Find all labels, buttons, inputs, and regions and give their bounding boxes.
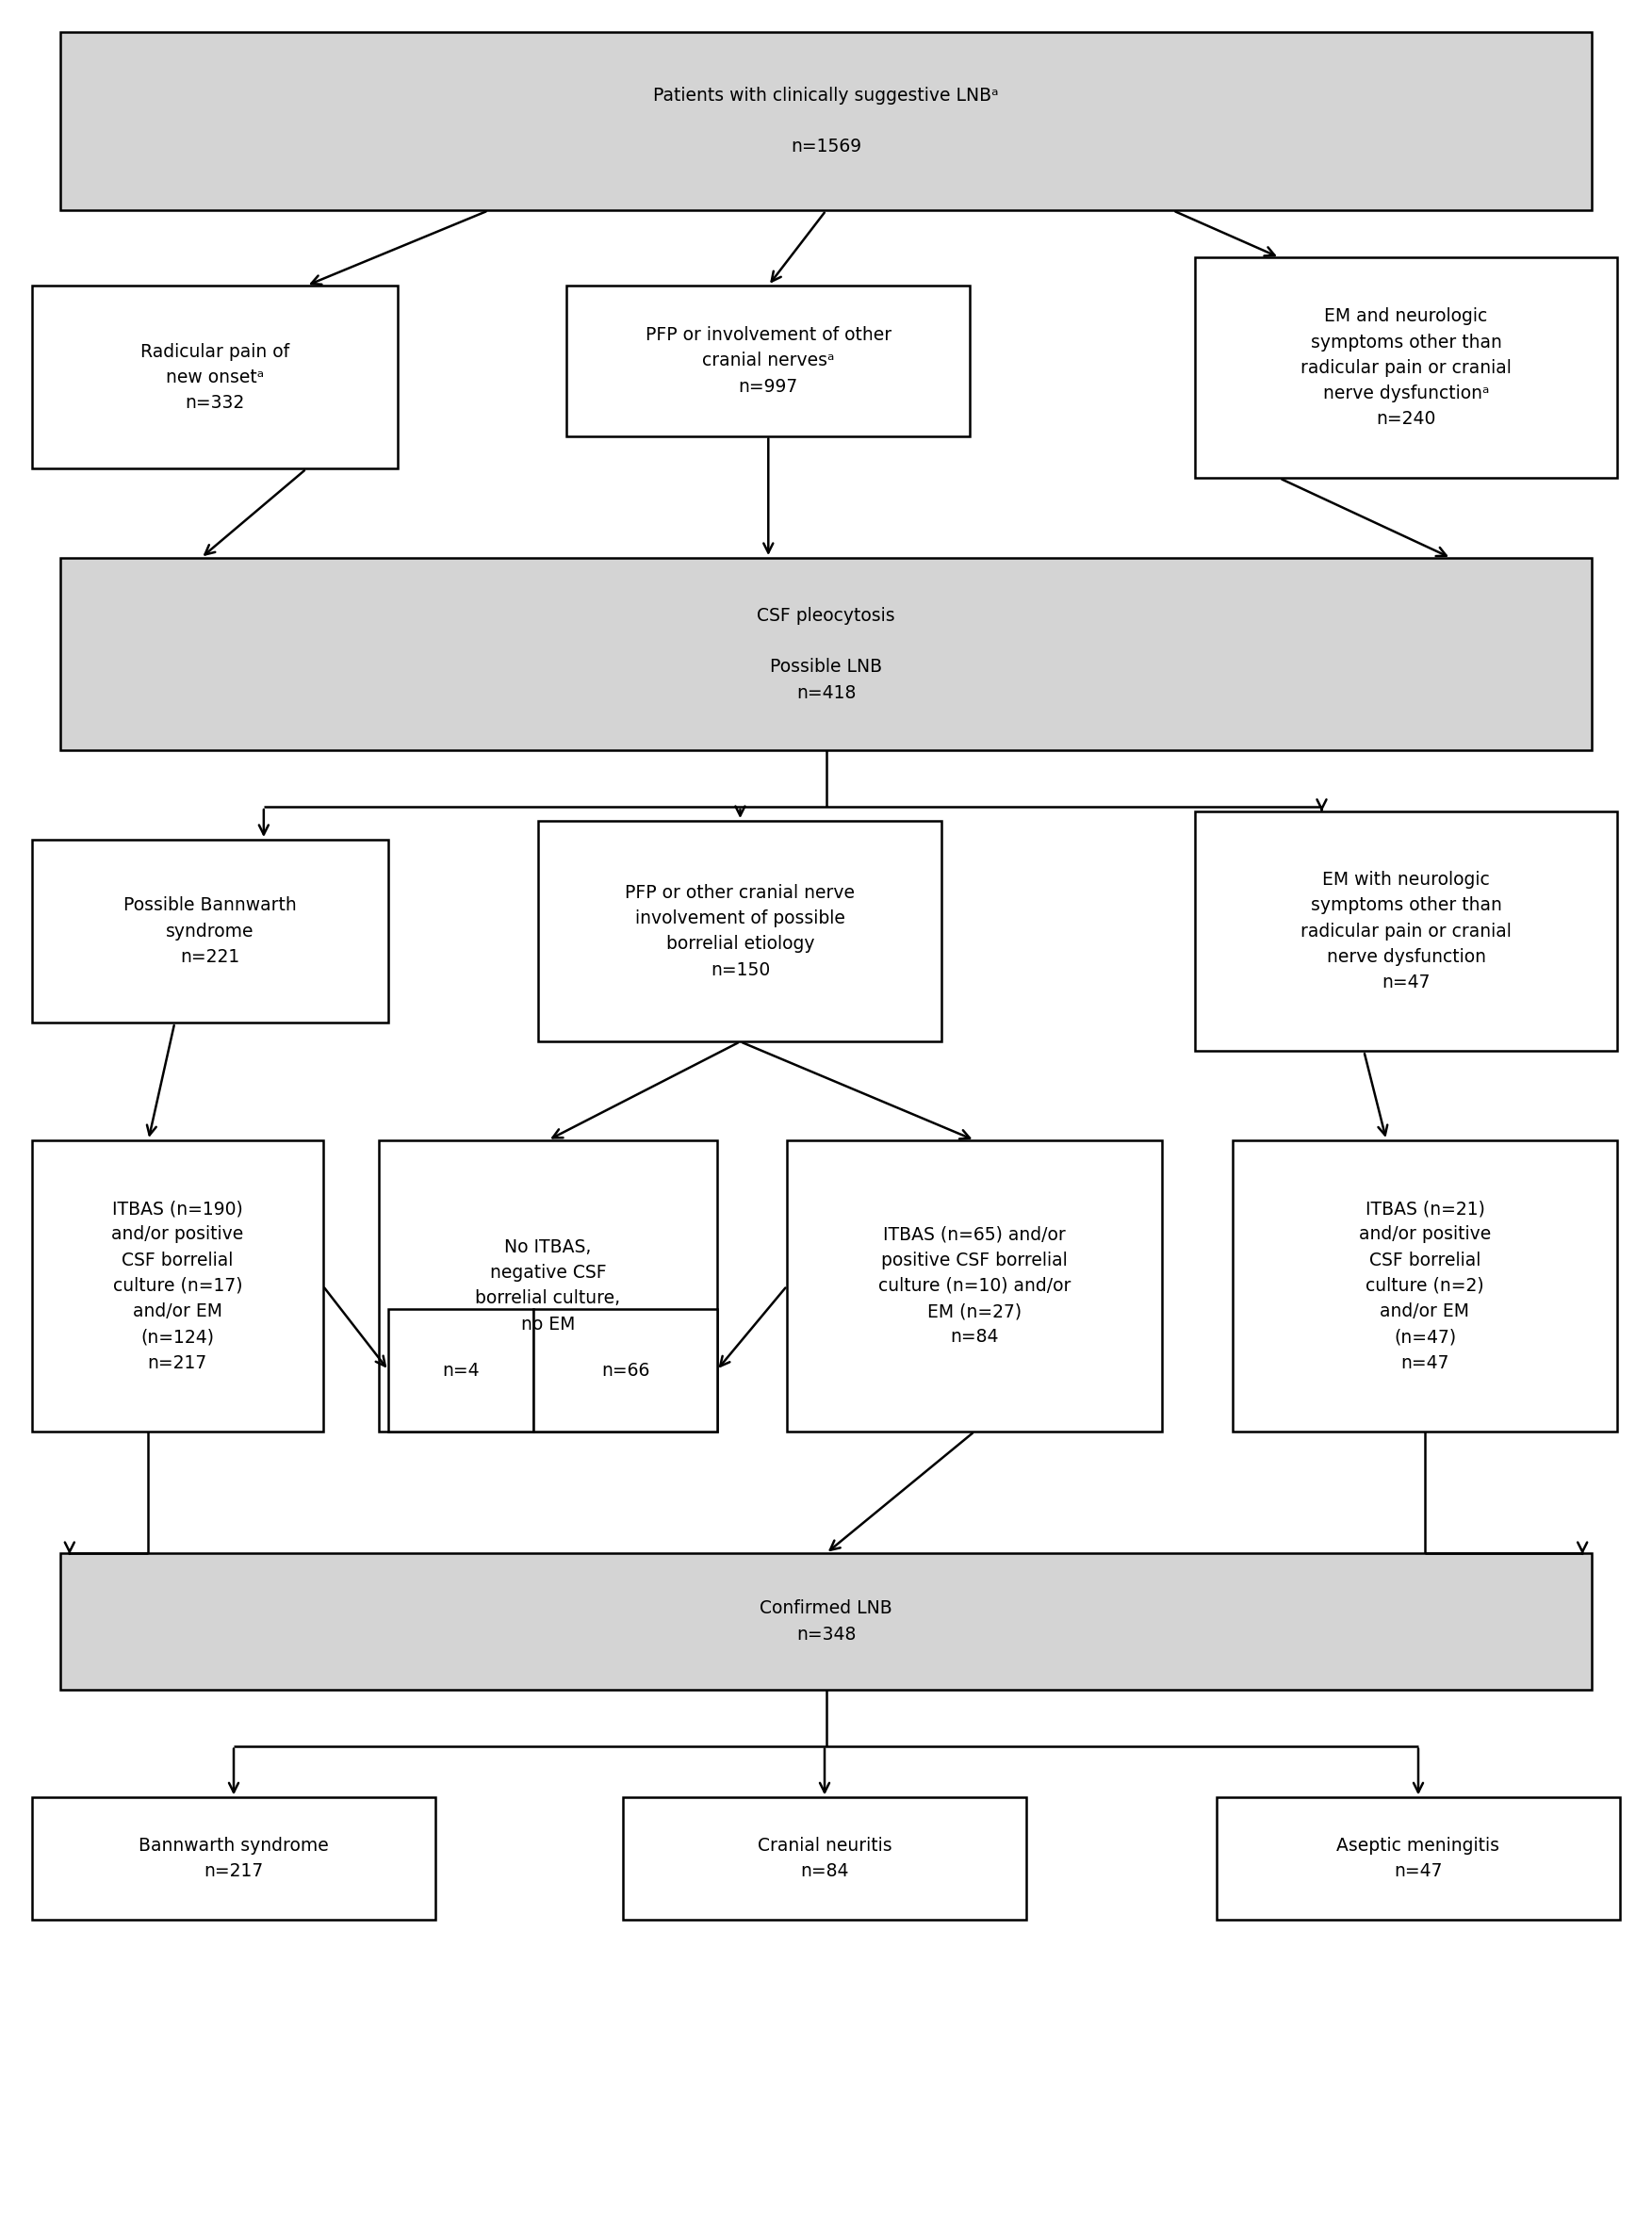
Text: Radicular pain of
new onsetᵃ
n=332: Radicular pain of new onsetᵃ n=332 xyxy=(140,343,289,412)
Bar xyxy=(786,1140,1163,1431)
Bar xyxy=(1232,1140,1617,1431)
Text: Bannwarth syndrome
n=217: Bannwarth syndrome n=217 xyxy=(139,1836,329,1881)
Bar xyxy=(31,285,398,470)
Text: PFP or other cranial nerve
involvement of possible
borrelial etiology
n=150: PFP or other cranial nerve involvement o… xyxy=(624,884,856,979)
Text: Patients with clinically suggestive LNBᵃ

n=1569: Patients with clinically suggestive LNBᵃ… xyxy=(653,87,999,156)
Bar xyxy=(623,1799,1026,1919)
Text: Aseptic meningitis
n=47: Aseptic meningitis n=47 xyxy=(1336,1836,1500,1881)
Bar xyxy=(567,285,970,436)
Text: No ITBAS,
negative CSF
borrelial culture,
no EM: No ITBAS, negative CSF borrelial culture… xyxy=(476,1238,621,1333)
Text: Cranial neuritis
n=84: Cranial neuritis n=84 xyxy=(757,1836,892,1881)
Text: n=4: n=4 xyxy=(443,1362,479,1380)
Bar xyxy=(534,1309,717,1431)
Text: PFP or involvement of other
cranial nervesᵃ
n=997: PFP or involvement of other cranial nerv… xyxy=(646,327,892,396)
Bar xyxy=(1216,1799,1621,1919)
Bar xyxy=(59,1554,1593,1690)
Bar xyxy=(59,559,1593,750)
Bar xyxy=(59,31,1593,211)
Bar xyxy=(388,1309,534,1431)
Text: ITBAS (n=21)
and/or positive
CSF borrelial
culture (n=2)
and/or EM
(n=47)
n=47: ITBAS (n=21) and/or positive CSF borreli… xyxy=(1358,1200,1492,1371)
Bar xyxy=(1194,812,1617,1051)
Text: ITBAS (n=65) and/or
positive CSF borrelial
culture (n=10) and/or
EM (n=27)
n=84: ITBAS (n=65) and/or positive CSF borreli… xyxy=(879,1227,1070,1347)
Text: ITBAS (n=190)
and/or positive
CSF borrelial
culture (n=17)
and/or EM
(n=124)
n=2: ITBAS (n=190) and/or positive CSF borrel… xyxy=(111,1200,243,1371)
Bar xyxy=(31,1799,436,1919)
Text: Possible Bannwarth
syndrome
n=221: Possible Bannwarth syndrome n=221 xyxy=(124,897,297,966)
Text: Confirmed LNB
n=348: Confirmed LNB n=348 xyxy=(760,1600,892,1643)
Bar xyxy=(1194,258,1617,479)
Bar xyxy=(378,1140,717,1431)
Bar xyxy=(539,821,942,1042)
Bar xyxy=(31,1140,322,1431)
Text: CSF pleocytosis

Possible LNB
n=418: CSF pleocytosis Possible LNB n=418 xyxy=(757,608,895,701)
Text: n=66: n=66 xyxy=(601,1362,649,1380)
Text: EM and neurologic
symptoms other than
radicular pain or cranial
nerve dysfunctio: EM and neurologic symptoms other than ra… xyxy=(1300,307,1512,427)
Bar xyxy=(31,839,388,1022)
Text: EM with neurologic
symptoms other than
radicular pain or cranial
nerve dysfuncti: EM with neurologic symptoms other than r… xyxy=(1300,870,1512,991)
